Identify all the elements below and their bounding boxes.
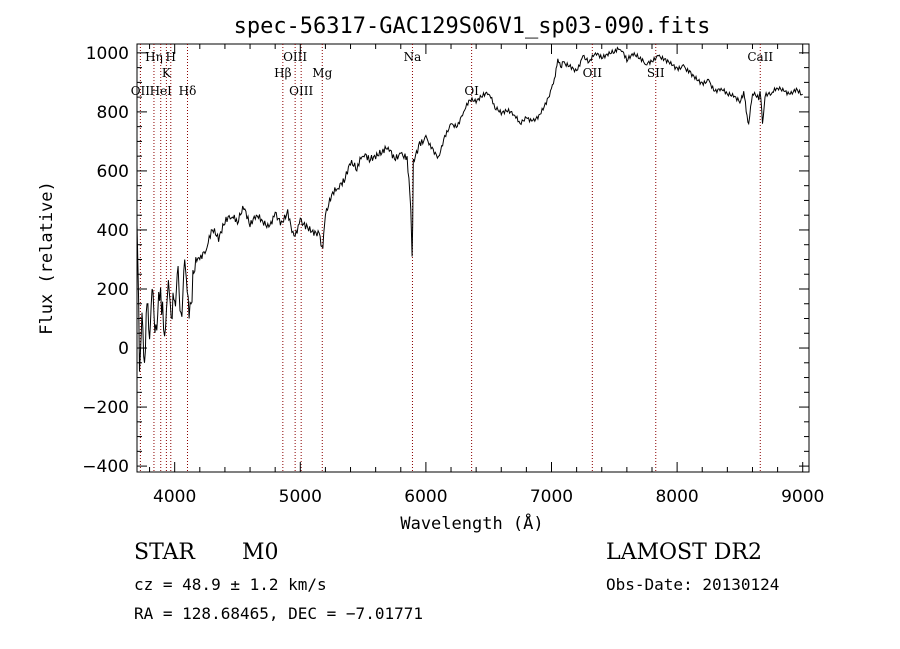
spectrum-series — [136, 46, 803, 372]
spectral-line-label: HeI — [150, 84, 173, 98]
spectral-line-label: OI — [464, 84, 479, 98]
plot-frame — [136, 43, 810, 473]
spectral-line-label: OIII — [289, 84, 313, 98]
y-tick-label: −200 — [82, 398, 129, 418]
spectral-line-markers: OII Hη HeI KH Hδ Hβ OIII OIII Mg Na OI OII SII CaII — [131, 44, 773, 472]
y-tick-label: 600 — [97, 162, 129, 182]
spectral-line-label: CaII — [747, 50, 773, 64]
y-tick-label: 800 — [97, 103, 129, 123]
object-class: STAR — [134, 540, 196, 565]
spectral-line-label: Hδ — [179, 84, 197, 98]
spectral-line-label: OII — [131, 84, 151, 98]
x-axis-label: Wavelength (Å) — [400, 512, 543, 534]
object-subclass: M0 — [242, 540, 279, 565]
spectrum-line — [136, 46, 803, 372]
spectral-line-label: Hβ — [274, 66, 291, 80]
x-tick-label: 5000 — [279, 487, 322, 507]
y-tick-label: 1000 — [86, 44, 129, 64]
chart-title: spec-56317-GAC129S06V1_sp03-090.fits — [234, 14, 711, 39]
y-tick-label: 400 — [97, 221, 129, 241]
axis-ticks: 4000 5000 6000 7000 8000 9000 −400 −200 0 200 400 6… — [82, 44, 824, 507]
y-tick-label: 200 — [97, 280, 129, 300]
y-tick-label: −400 — [82, 457, 129, 477]
spectral-line-label: Na — [404, 50, 422, 64]
x-tick-label: 6000 — [404, 487, 447, 507]
x-tick-label: 9000 — [781, 487, 824, 507]
spectral-line-label: OII — [583, 66, 603, 80]
coordinates-text: RA = 128.68465, DEC = −7.01771 — [134, 604, 423, 623]
survey-name: LAMOST DR2 — [606, 540, 762, 565]
spectral-line-label: OIII — [283, 50, 307, 64]
obs-date-text: Obs-Date: 20130124 — [606, 575, 779, 594]
redshift-text: cz = 48.9 ± 1.2 km/s — [134, 575, 327, 594]
x-tick-label: 7000 — [530, 487, 573, 507]
spectral-line-label: H — [166, 50, 176, 64]
y-tick-label: 0 — [118, 339, 129, 359]
spectral-line-label: Hη — [145, 50, 163, 64]
spectral-line-label: SII — [647, 66, 665, 80]
x-tick-label: 4000 — [153, 487, 196, 507]
spectral-line-label: Mg — [312, 66, 332, 80]
spectral-line-label: K — [162, 66, 172, 80]
y-axis-label: Flux (relative) — [37, 181, 57, 335]
x-tick-label: 8000 — [655, 487, 698, 507]
